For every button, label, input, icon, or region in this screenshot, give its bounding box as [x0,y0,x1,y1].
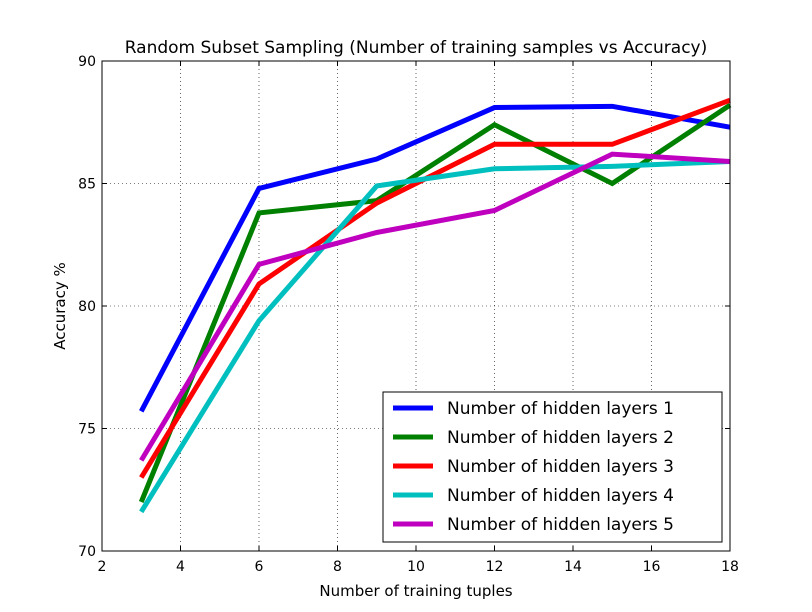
legend-box [382,391,723,543]
series-line-3 [139,97,731,479]
series-line-1 [139,103,731,413]
x-tick-label: 10 [407,559,425,575]
legend-label-2: Number of hidden layers 2 [447,428,674,448]
y-axis-title: Accuracy % [51,262,69,350]
series-line-5 [139,151,731,462]
legend-label-1: Number of hidden layers 1 [447,399,674,419]
plot-area: 2 4 6 8 10 12 14 16 18 70 75 80 85 90 [78,54,739,575]
x-tick-label: 18 [721,559,739,575]
x-tick-label: 4 [176,559,185,575]
x-tick-label: 12 [486,559,504,575]
x-tick-label: 6 [255,559,264,575]
y-tick-label: 75 [78,422,96,438]
legend-label-4: Number of hidden layers 4 [447,486,674,506]
x-tick-label: 2 [98,559,107,575]
chart-title: Random Subset Sampling (Number of traini… [125,38,708,58]
series-line-4 [139,158,731,514]
x-axis-title: Number of training tuples [319,582,512,600]
y-tick-label: 90 [78,54,96,70]
legend: Number of hidden layers 1 Number of hidde… [382,391,723,543]
legend-label-3: Number of hidden layers 3 [447,457,674,477]
y-tick-label: 80 [78,299,96,315]
x-tick-label: 8 [333,559,342,575]
legend-label-5: Number of hidden layers 5 [447,515,674,535]
y-tick-label: 85 [78,177,96,193]
series-line-2 [138,103,732,503]
x-tick-label: 14 [564,559,582,575]
y-tick-label: 70 [78,544,96,560]
x-tick-label: 16 [643,559,661,575]
